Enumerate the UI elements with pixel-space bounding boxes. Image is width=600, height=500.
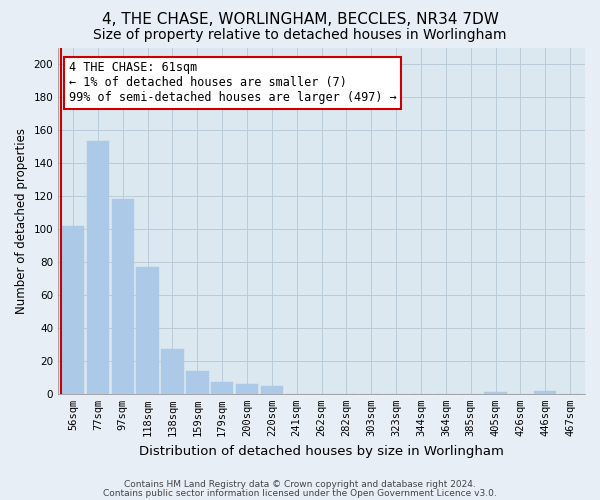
X-axis label: Distribution of detached houses by size in Worlingham: Distribution of detached houses by size … [139, 444, 504, 458]
Text: Contains public sector information licensed under the Open Government Licence v3: Contains public sector information licen… [103, 490, 497, 498]
Bar [62, 226, 84, 394]
Text: Contains HM Land Registry data © Crown copyright and database right 2024.: Contains HM Land Registry data © Crown c… [124, 480, 476, 489]
Bar [186, 370, 209, 394]
Bar [136, 267, 159, 394]
Bar [87, 142, 109, 394]
Bar [236, 384, 258, 394]
Text: 4, THE CHASE, WORLINGHAM, BECCLES, NR34 7DW: 4, THE CHASE, WORLINGHAM, BECCLES, NR34 … [101, 12, 499, 28]
Bar [112, 199, 134, 394]
Text: 4 THE CHASE: 61sqm
← 1% of detached houses are smaller (7)
99% of semi-detached : 4 THE CHASE: 61sqm ← 1% of detached hous… [69, 62, 397, 104]
Text: Size of property relative to detached houses in Worlingham: Size of property relative to detached ho… [93, 28, 507, 42]
Bar [260, 386, 283, 394]
Bar [211, 382, 233, 394]
Bar [161, 350, 184, 394]
Y-axis label: Number of detached properties: Number of detached properties [15, 128, 28, 314]
Bar [484, 392, 507, 394]
Bar [534, 390, 556, 394]
